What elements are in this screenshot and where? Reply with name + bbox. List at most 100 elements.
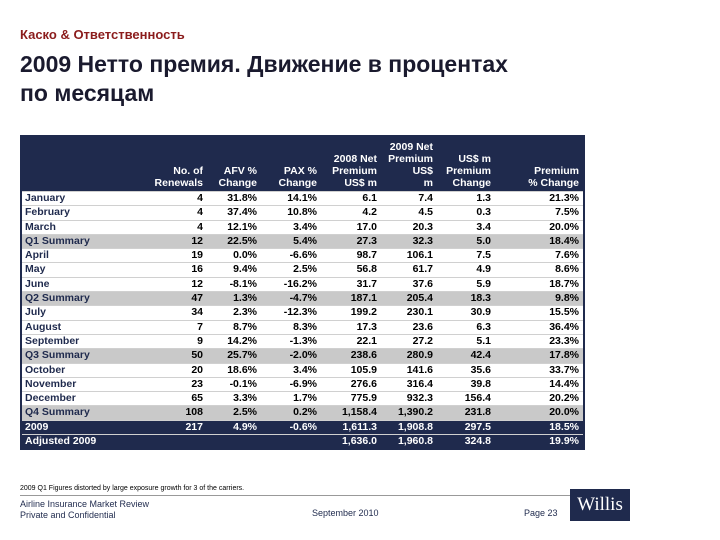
cell: 316.4 [406, 377, 433, 390]
cell: 34 [191, 306, 203, 319]
cell: 2.5% [233, 406, 257, 419]
cell: 61.7 [412, 263, 433, 276]
cell: 230.1 [406, 306, 433, 319]
cell: 141.6 [406, 363, 433, 376]
table-row: Q4 Summary 108 2.5% 0.2% 1,158.4 1,390.2 231.8… [21, 405, 584, 421]
cell: 1,908.8 [397, 420, 433, 433]
cell: -0.6% [289, 420, 317, 433]
column-header [21, 136, 145, 192]
cell: 3.4% [293, 220, 317, 233]
cell: 932.3 [406, 392, 433, 405]
cell: 276.6 [350, 377, 377, 390]
cell: 1,611.3 [342, 420, 377, 433]
cell: 156.4 [464, 392, 491, 405]
row-label: May [25, 263, 46, 276]
table-row: September 9 14.2% -1.3% 22.1 27.2 5.1 23.3% [21, 334, 584, 348]
table-row: December 65 3.3% 1.7% 775.9 932.3 156.4 20.2% [21, 391, 584, 406]
cell: 20.2% [549, 392, 579, 405]
cell: 9.8% [555, 292, 579, 305]
cell: 23.3% [549, 334, 579, 347]
cell [145, 435, 207, 450]
row-label: March [25, 220, 56, 233]
header-line: Premium [446, 165, 491, 177]
cell: -8.1% [229, 277, 257, 290]
cell: -12.3% [283, 306, 317, 319]
row-label: October [25, 363, 66, 376]
cell: 9 [197, 334, 203, 347]
cell: 33.7% [549, 363, 579, 376]
title-line: 2009 Нетто премия. Движение в процентах [20, 51, 508, 77]
row-label: December [25, 392, 76, 405]
cell: 8.6% [555, 263, 579, 276]
table-row: August 7 8.7% 8.3% 17.3 23.6 6.3 36.4% [21, 320, 584, 334]
cell: 20.3 [412, 220, 433, 233]
cell: 21.3% [549, 192, 579, 204]
cell: 3.4 [476, 220, 491, 233]
header-line: No. of [173, 165, 203, 177]
row-label: July [25, 306, 47, 319]
cell: -1.3% [289, 334, 317, 347]
cell: 18.5% [549, 420, 579, 433]
cell: 4.9% [233, 420, 257, 433]
header-line: Change [218, 177, 257, 189]
column-header: PAX % Change [261, 136, 321, 192]
cell: 39.8 [470, 377, 491, 390]
cell [207, 435, 261, 450]
cell: 1,636.0 [341, 435, 377, 448]
cell: 238.6 [350, 349, 377, 362]
cell: 205.4 [406, 292, 433, 305]
cell: 106.1 [406, 249, 433, 262]
cell: -2.0% [289, 349, 317, 362]
cell: 22.5% [227, 234, 257, 247]
cell: 4.5 [418, 206, 433, 219]
footer-date: September 2010 [312, 508, 379, 518]
header-line: Premium [534, 165, 579, 177]
header-line: US$ m [344, 177, 377, 189]
cell: 23.6 [412, 320, 433, 333]
cell: 10.8% [287, 206, 317, 219]
header-line: m [423, 177, 433, 189]
header-line: Change [278, 177, 317, 189]
row-label: February [25, 206, 70, 219]
row-label: Q2 Summary [25, 292, 90, 305]
cell: 1,960.8 [397, 435, 433, 448]
cell: 6.1 [362, 192, 377, 204]
footnote: 2009 Q1 Figures distorted by large expos… [20, 485, 245, 492]
row-label: Q3 Summary [25, 349, 90, 362]
row-label: January [25, 192, 66, 204]
cell: 8.7% [233, 320, 257, 333]
cell: 31.8% [227, 192, 257, 204]
cell: 56.8 [356, 263, 377, 276]
cell: 4.2 [362, 206, 377, 219]
table-row: January 4 31.8% 14.1% 6.1 7.4 1.3 21.3% [21, 191, 584, 206]
cell: 17.3 [356, 320, 377, 333]
cell: 7.4 [418, 192, 433, 204]
cell: 105.9 [350, 363, 377, 376]
table-row: May 16 9.4% 2.5% 56.8 61.7 4.9 8.6% [21, 262, 584, 277]
cell: 31.7 [356, 277, 377, 290]
cell: 27.2 [412, 334, 433, 347]
cell: -0.1% [229, 377, 257, 390]
cell: 12 [191, 277, 203, 290]
cell: 20.0% [549, 220, 579, 233]
cell: 8.3% [293, 320, 317, 333]
cell: 775.9 [350, 392, 377, 405]
cell: 20.0% [549, 406, 579, 419]
table-row: October 20 18.6% 3.4% 105.9 141.6 35.6 33.7% [21, 363, 584, 377]
cell: 1.3% [233, 292, 257, 305]
cell [261, 435, 321, 450]
table-row: February 4 37.4% 10.8% 4.2 4.5 0.3 7.5% [21, 205, 584, 220]
row-label: Adjusted 2009 [25, 435, 97, 448]
row-label: September [25, 334, 80, 347]
header-line: AFV % [223, 165, 257, 177]
header-line: Premium [332, 165, 377, 177]
cell: -16.2% [283, 277, 317, 290]
table-row: Q2 Summary 47 1.3% -4.7% 187.1 205.4 18.3 9.8% [21, 291, 584, 306]
cell: 98.7 [356, 249, 377, 262]
cell: 4 [197, 192, 203, 204]
cell: 4 [197, 220, 203, 233]
table-row: 2009 217 4.9% -0.6% 1,611.3 1,908.8 297.5 18.5% [21, 420, 584, 435]
cell: 17.8% [549, 349, 579, 362]
cell: 36.4% [549, 320, 579, 333]
table-row: March 4 12.1% 3.4% 17.0 20.3 3.4 20.0% [21, 220, 584, 234]
